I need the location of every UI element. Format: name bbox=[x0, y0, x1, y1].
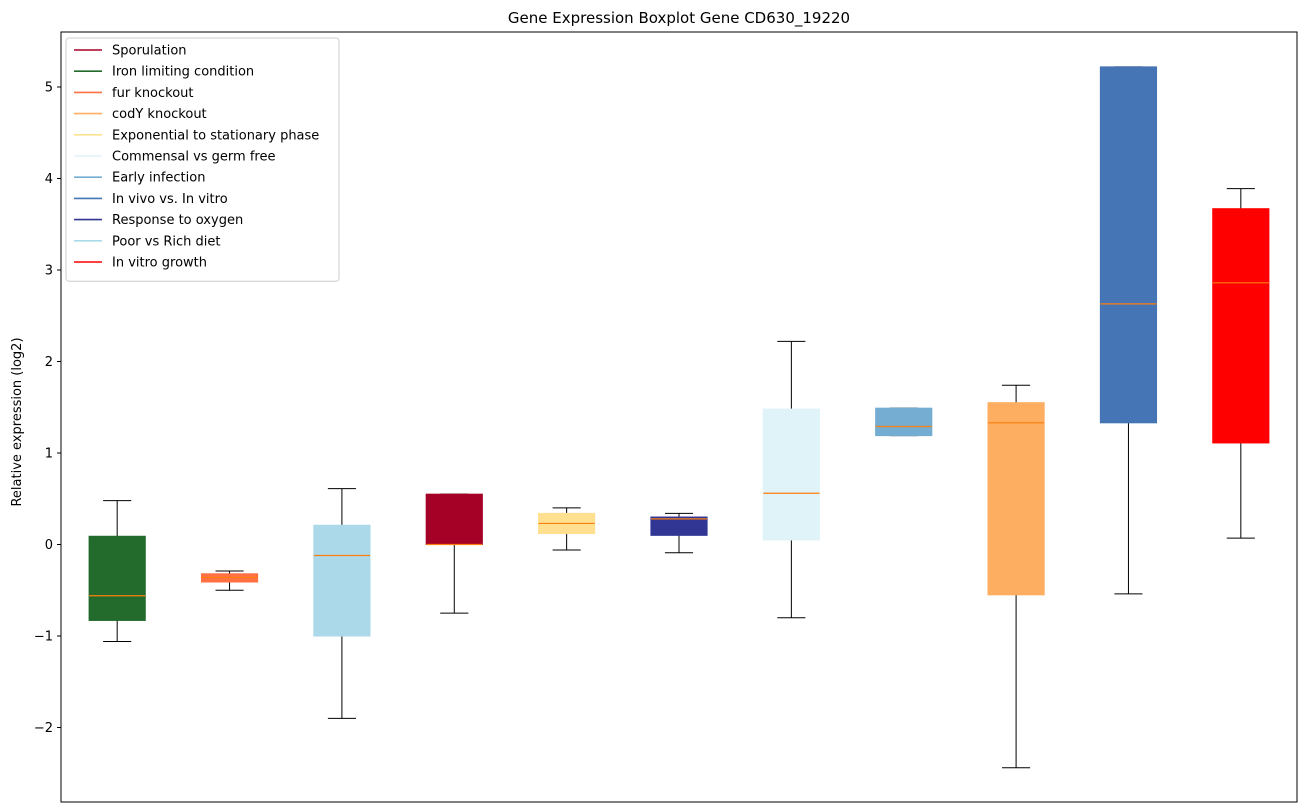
legend-label: Early infection bbox=[112, 171, 205, 186]
box-body bbox=[425, 493, 483, 545]
legend-entry: codY knockout bbox=[74, 107, 207, 122]
box-body bbox=[1212, 208, 1270, 444]
legend-entry: In vivo vs. In vitro bbox=[74, 192, 228, 207]
legend-label: Sporulation bbox=[112, 44, 187, 59]
legend-label: In vivo vs. In vitro bbox=[112, 192, 228, 207]
y-tick-label: −1 bbox=[34, 630, 53, 645]
legend-label: In vitro growth bbox=[112, 256, 207, 271]
box-group bbox=[200, 570, 259, 591]
legend-label: fur knockout bbox=[112, 86, 194, 101]
box-body bbox=[987, 402, 1045, 596]
y-axis-label: Relative expression (log2) bbox=[10, 337, 25, 506]
plot-area: −2 −1 0 1 2 3 4 5 bbox=[34, 66, 1270, 769]
legend-label: Commensal vs germ free bbox=[112, 150, 275, 165]
legend-label: codY knockout bbox=[112, 107, 207, 122]
legend-entry: Sporulation bbox=[74, 44, 187, 59]
legend-entry: Commensal vs germ free bbox=[74, 150, 275, 165]
y-tick-label: 5 bbox=[45, 81, 53, 96]
box-body bbox=[313, 524, 371, 637]
legend-entry: In vitro growth bbox=[74, 256, 207, 271]
box-group bbox=[875, 407, 933, 437]
legend-label: Response to oxygen bbox=[112, 213, 243, 228]
box-group bbox=[425, 493, 483, 614]
legend-label: Poor vs Rich diet bbox=[112, 234, 220, 249]
box-body bbox=[762, 408, 820, 541]
box-group bbox=[987, 384, 1045, 769]
box-group bbox=[762, 340, 820, 619]
box-group bbox=[313, 488, 371, 719]
box-body bbox=[875, 407, 933, 437]
y-tick-label: 3 bbox=[45, 264, 53, 279]
box-body bbox=[1099, 66, 1158, 424]
legend-entry: Early infection bbox=[74, 171, 205, 186]
y-tick-label: 2 bbox=[45, 355, 53, 370]
legend-entry: Poor vs Rich diet bbox=[74, 234, 220, 249]
y-tick-label: 4 bbox=[45, 172, 53, 187]
box-group bbox=[1099, 66, 1158, 595]
box-group bbox=[88, 500, 146, 642]
chart-title: Gene Expression Boxplot Gene CD630_19220 bbox=[508, 9, 850, 28]
legend-label: Iron limiting condition bbox=[112, 65, 254, 80]
legend-label: Exponential to stationary phase bbox=[112, 128, 319, 143]
legend-entry: Exponential to stationary phase bbox=[74, 128, 319, 143]
box-body bbox=[88, 535, 146, 621]
y-tick-label: 0 bbox=[45, 538, 53, 553]
legend-entry: Iron limiting condition bbox=[74, 65, 254, 80]
y-tick-label: −2 bbox=[34, 721, 53, 736]
legend-entry: fur knockout bbox=[74, 86, 194, 101]
legend-frame bbox=[65, 37, 340, 282]
plot-frame bbox=[60, 31, 1298, 803]
legend-entry: Response to oxygen bbox=[74, 213, 243, 228]
box-body bbox=[650, 516, 708, 536]
y-tick-label: 1 bbox=[45, 447, 53, 462]
legend: Sporulation Iron limiting condition fur kn… bbox=[65, 37, 340, 282]
box-group bbox=[1212, 188, 1270, 539]
box-group bbox=[650, 512, 708, 554]
box-group bbox=[538, 507, 596, 551]
